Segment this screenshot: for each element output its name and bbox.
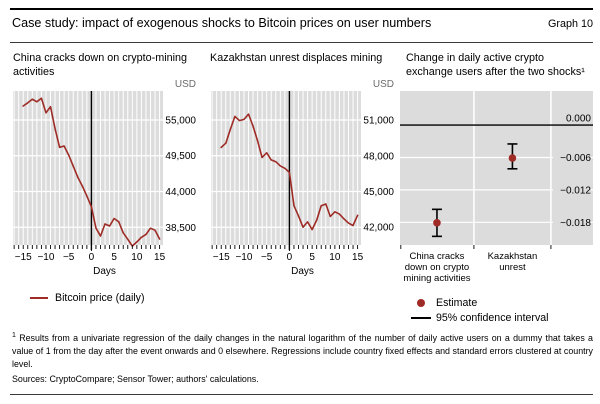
legend-ci-row: 95% confidence interval: [410, 310, 548, 325]
y-axis-unit-kazakhstan: USD: [372, 79, 394, 90]
x-tick-label: −15: [15, 252, 32, 263]
x-tick-label: 10: [329, 252, 341, 263]
legend-estimates: Estimate 95% confidence interval: [410, 295, 548, 325]
bitcoin-price-line: [22, 97, 161, 247]
x-tick-label: 5: [111, 252, 117, 263]
y-tick-label: 51,000: [363, 116, 394, 127]
legend-ci-label: 95% confidence interval: [436, 311, 549, 324]
y-tick-label: −0.012: [560, 185, 591, 196]
top-rule: [10, 8, 593, 10]
footnote-marker: 1: [12, 332, 16, 339]
y-tick-label-backing: [553, 184, 591, 196]
estimate-point: [508, 154, 517, 162]
estimate-point: [433, 219, 441, 227]
category-label: China cracks: [409, 251, 464, 262]
plot-background: [211, 91, 361, 245]
estimate-dot-icon: [417, 298, 425, 307]
x-tick-label: 0: [287, 252, 293, 263]
y-tick-label: 49,500: [165, 151, 196, 162]
y-tick-label: 55,000: [165, 115, 196, 126]
ci-swatch-wrap: [410, 316, 432, 319]
bottom-rule: [10, 394, 593, 395]
confidence-interval-line-icon: [411, 316, 431, 319]
y-tick-label: −0.006: [560, 153, 591, 164]
kazakhstan-bitcoin-price-chart: −15 −10 −5 0 5 10 15 Days 51,000 48,000 45,000 42,0…: [211, 91, 394, 277]
legend-bitcoin-label: Bitcoin price (daily): [55, 292, 145, 304]
panel-title-users-line2: exchange users after the two shocks¹: [406, 66, 585, 78]
y-tick-label: 42,000: [363, 223, 394, 234]
panel-title-kazakhstan: Kazakhstan unrest displaces mining: [210, 51, 400, 65]
china-bitcoin-price-chart: −15 −10 −5 0 5 10 15 Days 55,000 49,500 44,000 38,5…: [13, 91, 196, 277]
panel-title-china: China cracks down on crypto-mining activ…: [13, 51, 203, 79]
legend-estimate-row: Estimate: [410, 295, 548, 310]
category-label: unrest: [499, 262, 526, 273]
panel-title-china-line1: China cracks down on crypto-mining: [13, 52, 188, 64]
legend-bitcoin-price: Bitcoin price (daily): [30, 292, 145, 304]
y-tick-label: 0.000: [566, 114, 591, 125]
x-tick-label: 15: [154, 252, 166, 263]
y-axis-unit-china: USD: [174, 79, 196, 90]
sources-line: Sources: CryptoCompare; Sensor Tower; au…: [12, 374, 259, 384]
category-label: down on crypto: [405, 262, 469, 273]
footnote-text: Results from a univariate regression of …: [12, 332, 593, 369]
figure-title: Case study: impact of exogenous shocks t…: [12, 16, 432, 30]
y-tick-label: −0.018: [560, 218, 591, 229]
x-tick-label: −10: [37, 252, 54, 263]
x-tick-label: −10: [235, 252, 252, 263]
title-divider-rule: [10, 42, 593, 43]
x-axis-title: Days: [291, 266, 314, 277]
y-tick-label: 44,000: [165, 187, 196, 198]
bitcoin-line-swatch-icon: [30, 297, 48, 299]
y-tick-label: 38,500: [165, 223, 196, 234]
y-tick-label: 48,000: [363, 151, 394, 162]
graph-number-label: Graph 10: [547, 18, 593, 30]
y-tick-label-backing: [553, 151, 591, 163]
x-tick-label: 0: [89, 252, 95, 263]
estimate-swatch-wrap: [410, 298, 432, 307]
x-tick-label: 5: [309, 252, 315, 263]
legend-estimate-label: Estimate: [436, 296, 478, 309]
x-tick-label: −5: [63, 252, 75, 263]
x-tick-label: 15: [352, 252, 364, 263]
plot-background: [13, 91, 163, 245]
x-tick-label: −5: [261, 252, 273, 263]
category-label: mining activities: [403, 273, 470, 284]
active-users-estimate-chart: 0.000 −0.006 −0.012 −0.018 China cracksdown …: [400, 91, 593, 284]
x-tick-label: 10: [131, 252, 143, 263]
panel-title-kazakhstan-line1: Kazakhstan unrest displaces mining: [210, 52, 383, 64]
panel-title-users: Change in daily active crypto exchange u…: [406, 51, 596, 79]
y-tick-label: 45,000: [363, 187, 394, 198]
x-tick-label: −15: [213, 252, 230, 263]
footnote: 1 Results from a univariate regression o…: [12, 329, 593, 371]
category-label: Kazakhstan: [488, 251, 538, 262]
panel-title-china-line2: activities: [13, 66, 55, 78]
panel-title-users-line1: Change in daily active crypto: [406, 52, 545, 64]
bitcoin-price-line: [220, 113, 359, 231]
x-axis-title: Days: [93, 266, 116, 277]
y-tick-label-backing: [553, 216, 591, 228]
